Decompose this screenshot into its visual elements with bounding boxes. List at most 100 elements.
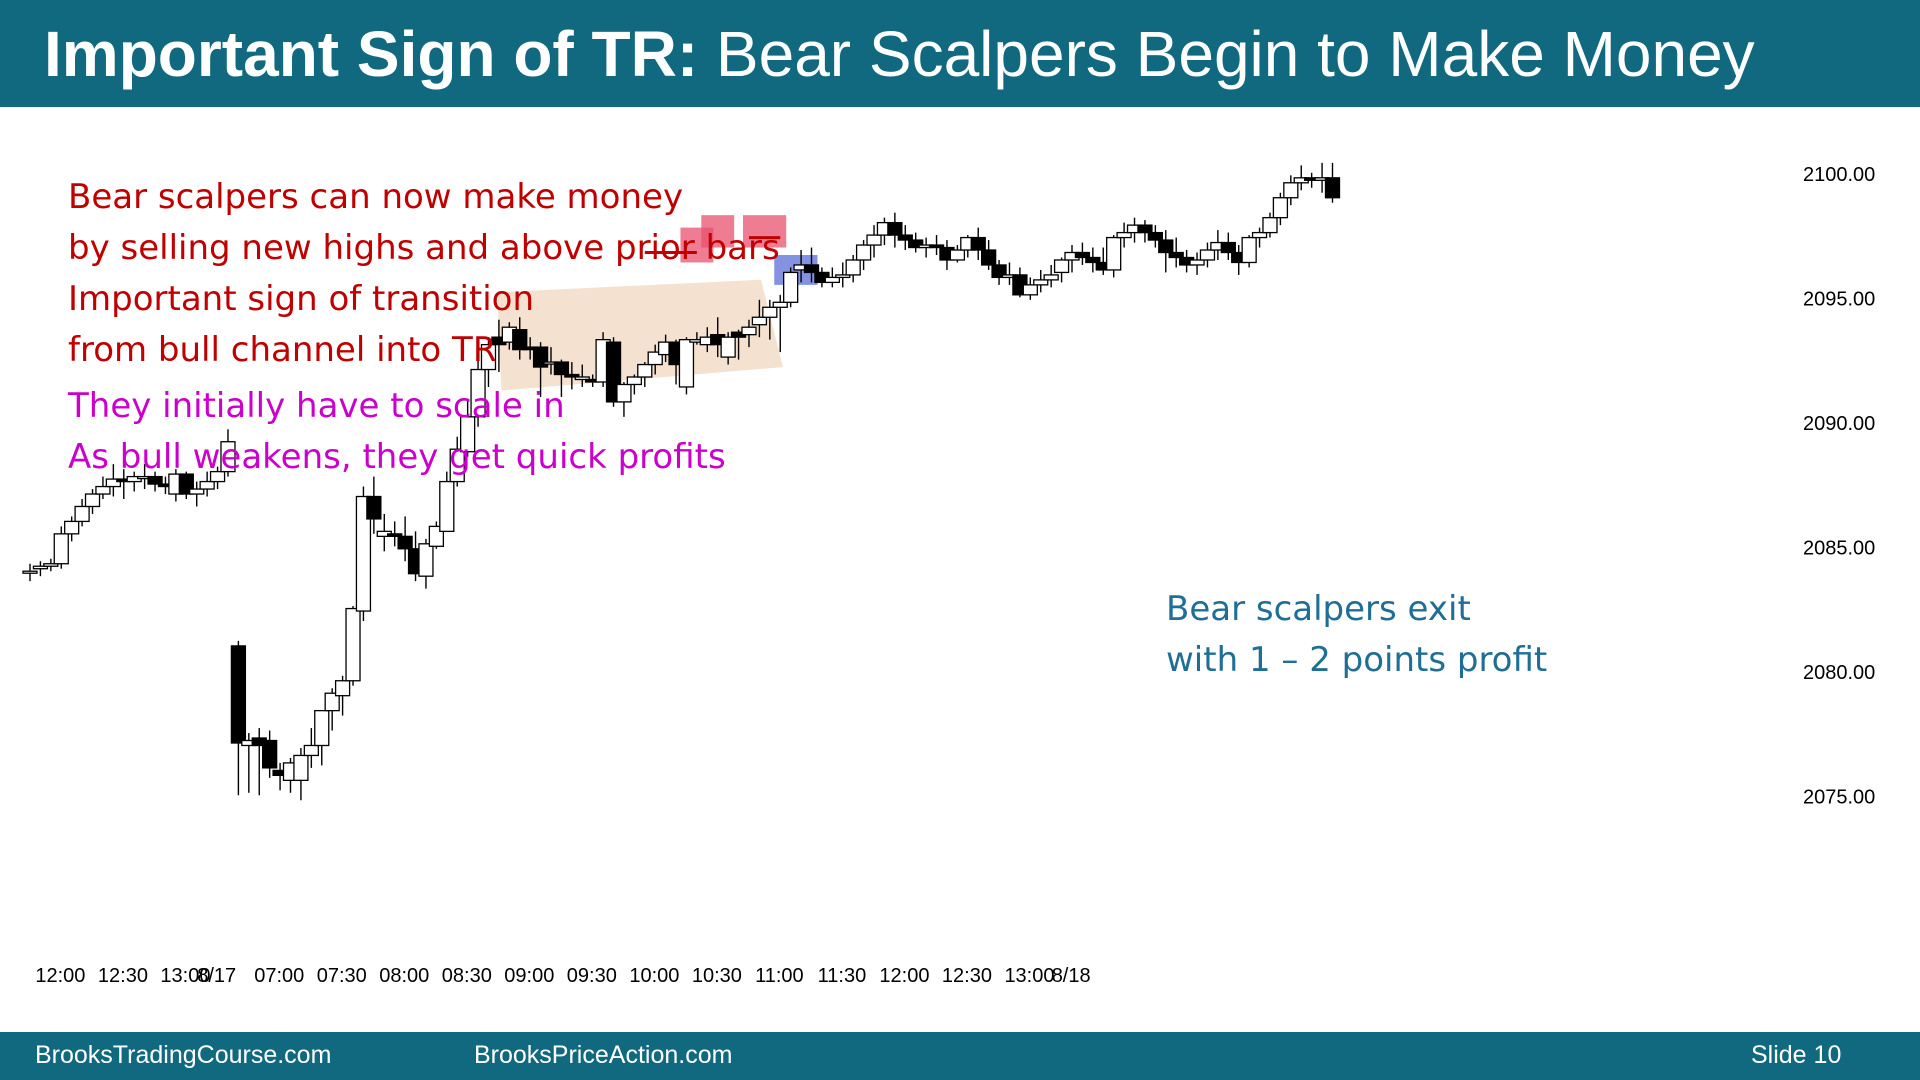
bull-candle: [324, 692, 340, 712]
callout-line: Bear scalpers exit: [1166, 589, 1471, 629]
bull-candle: [303, 744, 319, 757]
note-line: by selling new highs and above prior bar…: [68, 228, 780, 268]
bear-candle: [980, 249, 997, 266]
y-tick-label: 2080.00: [1803, 662, 1875, 684]
bear-candle: [1220, 241, 1236, 254]
x-tick-label: 07:00: [254, 965, 304, 987]
bull-candle: [720, 336, 736, 358]
bull-candle: [1241, 236, 1257, 264]
bull-candle: [1283, 182, 1299, 199]
bull-candle: [314, 709, 330, 747]
bull-candle: [480, 343, 497, 371]
bull-candle: [95, 485, 111, 495]
x-tick-label: 8/17: [197, 965, 236, 987]
bull-candle: [1106, 236, 1122, 271]
x-tick-label: 11:30: [818, 965, 867, 987]
bull-candle: [199, 480, 215, 490]
bull-candle: [43, 563, 59, 567]
bear-candle: [1085, 256, 1101, 264]
bear-candle: [397, 535, 413, 550]
y-tick-label: 2100.00: [1803, 164, 1875, 186]
bear-candle: [564, 373, 580, 378]
bull-candle: [637, 363, 653, 378]
bull-candle: [751, 316, 768, 326]
bull-candle: [32, 565, 49, 570]
x-tick-label: 12:00: [35, 965, 85, 987]
bear-candle: [387, 533, 403, 537]
x-tick-label: 8/18: [1052, 965, 1091, 987]
bull-candle: [616, 383, 632, 403]
footer-site-left: BrooksTradingCourse.com: [35, 1041, 332, 1069]
bull-candle: [1272, 197, 1289, 219]
bull-candle: [574, 376, 590, 381]
red-sell-box: [701, 215, 735, 248]
bull-candle: [355, 495, 372, 612]
y-tick-label: 2075.00: [1803, 786, 1875, 808]
x-tick-label: 10:00: [629, 965, 679, 987]
slide-title: Important Sign of TR: Bear Scalpers Begi…: [44, 16, 1755, 92]
title-bold: Important Sign of TR:: [44, 18, 699, 90]
bear-candle: [803, 264, 820, 274]
x-tick-label: 12:30: [942, 965, 992, 987]
slide-number: Slide 10: [1751, 1041, 1842, 1069]
bear-candle: [908, 239, 924, 249]
bull-candle: [293, 754, 309, 781]
bear-candle: [230, 645, 247, 744]
bull-candle: [866, 234, 882, 246]
bear-candle: [1147, 231, 1164, 241]
bear-candle: [1158, 239, 1174, 254]
bull-candle: [772, 301, 788, 308]
bull-candle: [845, 259, 861, 276]
bull-candle: [1053, 259, 1070, 274]
bull-candle: [1199, 249, 1216, 261]
bear-candle: [1168, 251, 1184, 259]
bull-candle: [1033, 279, 1049, 286]
bull-candle: [220, 441, 236, 473]
bull-candle: [470, 368, 486, 418]
bear-candle: [897, 234, 913, 241]
bull-candle: [64, 520, 80, 535]
x-tick-label: 07:30: [317, 965, 367, 987]
bull-candle: [1116, 231, 1132, 239]
bull-candle: [1043, 274, 1059, 281]
y-tick-label: 2090.00: [1803, 413, 1875, 435]
price-chart: 2100.00 2095.00 2090.00 2085.00 2080.00 2075.…: [22, 162, 1875, 987]
y-tick-label: 2095.00: [1803, 288, 1875, 310]
note-line: from bull channel into TR: [68, 330, 497, 370]
bull-candle: [1251, 231, 1268, 239]
y-tick-label: 2085.00: [1803, 537, 1875, 559]
note-line: Important sign of transition: [68, 279, 535, 319]
x-tick-label: 11:00: [755, 965, 804, 987]
annotation-notes: Bear scalpers can now make money by sell…: [68, 172, 780, 483]
x-tick-label: 13:00: [160, 965, 210, 987]
bull-candle: [949, 249, 966, 261]
slide-footer: BrooksTradingCourse.com BrooksPriceActio…: [0, 1032, 1920, 1080]
bull-candle: [783, 271, 799, 303]
bull-candle: [626, 376, 643, 386]
bull-candle: [459, 416, 476, 453]
bull-candle: [334, 680, 351, 697]
x-tick-label: 09:30: [567, 965, 617, 987]
bear-candle: [928, 244, 945, 249]
bear-candle: [512, 329, 528, 351]
bull-candle: [418, 543, 434, 577]
bull-candle: [678, 339, 695, 388]
bear-candle: [1137, 224, 1153, 234]
x-tick-label: 12:00: [879, 965, 929, 987]
footer-site-middle: BrooksPriceAction.com: [474, 1041, 733, 1069]
note-line: As bull weakens, they get quick profits: [68, 437, 726, 477]
bull-candle: [22, 570, 38, 574]
x-tick-label: 12:30: [98, 965, 148, 987]
bear-candle: [147, 475, 163, 485]
bull-candle: [105, 478, 122, 488]
x-tick-label: 08:00: [379, 965, 429, 987]
bull-candle: [855, 244, 872, 261]
bull-candle: [1022, 284, 1038, 296]
bear-candle: [366, 495, 382, 520]
bear-candle: [970, 236, 986, 251]
bull-candle: [449, 448, 465, 483]
red-sell-box: [742, 215, 787, 248]
x-tick-label: 09:00: [504, 965, 554, 987]
bear-candle: [887, 221, 903, 236]
x-tick-label: 08:30: [442, 965, 492, 987]
